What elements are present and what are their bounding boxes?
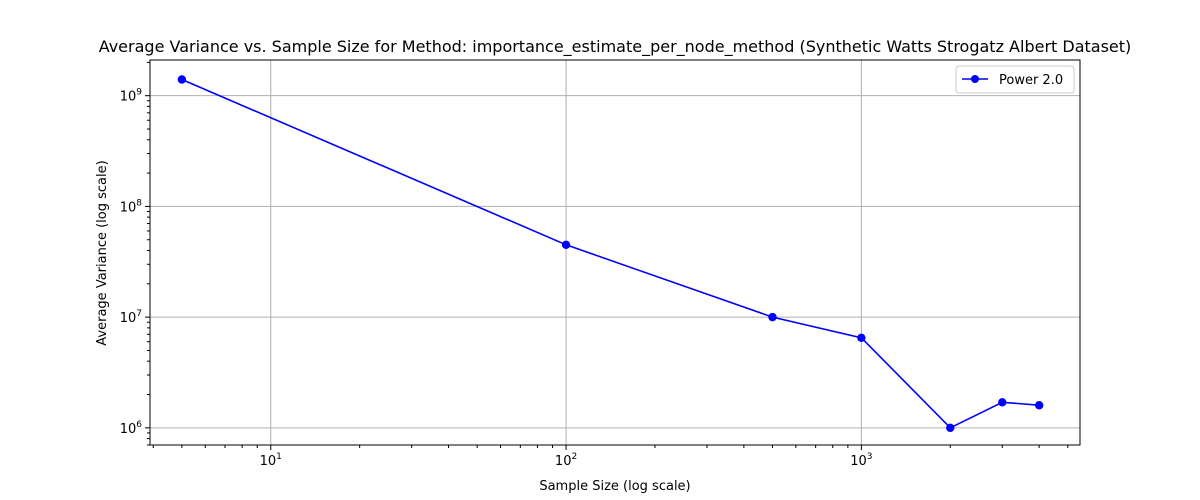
x-tick-label: 102 <box>555 452 577 469</box>
legend: Power 2.0 <box>955 65 1075 94</box>
plot-area-frame <box>149 59 1081 446</box>
y-axis-label: Average Variance (log scale) <box>95 160 110 345</box>
data-point <box>1034 401 1044 410</box>
legend-label: Power 2.0 <box>999 73 1063 88</box>
chart-title: Average Variance vs. Sample Size for Met… <box>99 37 1132 57</box>
data-point <box>177 75 187 84</box>
data-point <box>946 423 955 433</box>
x-axis-label: Sample Size (log scale) <box>539 479 690 494</box>
x-tick-label: 101 <box>260 452 282 469</box>
data-point <box>857 333 866 343</box>
series-line <box>181 78 1040 429</box>
axis-ticks: 101 102 103 106 107 108 109 <box>120 61 1069 469</box>
data-point <box>998 398 1007 407</box>
data-point <box>561 240 571 249</box>
x-tick-label: 103 <box>850 452 872 469</box>
data-point <box>768 312 777 322</box>
y-tick-label: 106 <box>120 420 143 437</box>
y-tick-label: 109 <box>120 88 143 105</box>
series-layer <box>177 75 1044 433</box>
legend-marker <box>971 75 979 83</box>
y-tick-label: 107 <box>120 309 142 326</box>
y-tick-label: 108 <box>120 198 143 215</box>
grid-lines <box>150 60 1080 445</box>
legend-box <box>955 65 1075 94</box>
